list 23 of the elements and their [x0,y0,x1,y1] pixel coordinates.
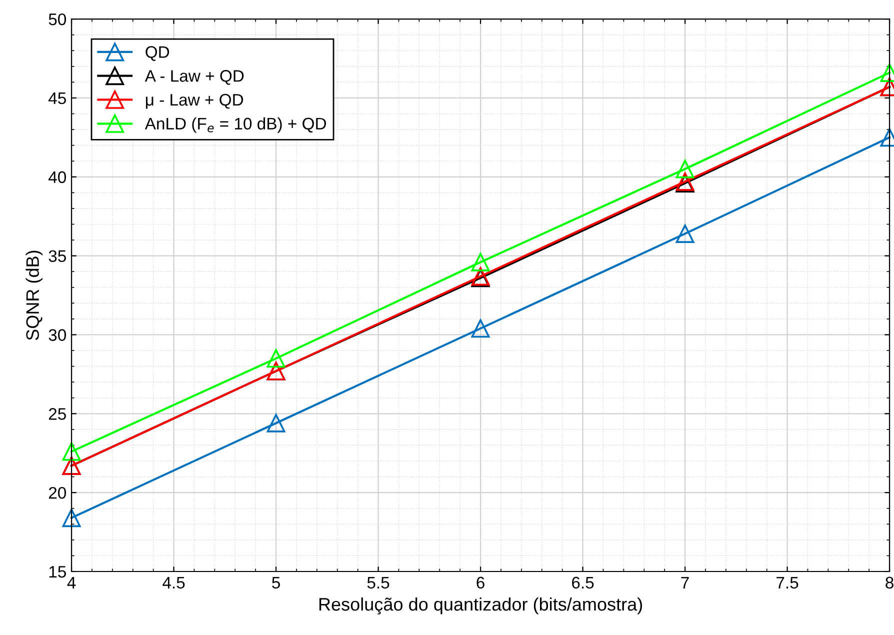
x-tick-label: 7 [681,576,689,588]
y-tick-label: 45 [48,92,66,104]
legend-label: A - Law + QD [144,70,244,85]
x-tick-label: 7.5 [776,576,798,589]
x-tick-label: 6 [476,576,484,589]
legend-label: AnLD (F$_{e}$ = 10 dB) + QD [144,117,326,133]
y-tick-label: 15 [49,566,66,578]
x-tick-label: 6.5 [572,576,594,589]
x-tick-label: 5.5 [367,576,390,589]
y-tick-label: 50 [48,13,66,26]
x-tick-label: 4 [67,576,76,588]
y-tick-label: 40 [48,171,66,184]
x-tick-label: 5 [272,576,280,589]
y-tick-label: 35 [48,250,66,262]
x-tick-label: 8 [886,576,894,589]
y-tick-label: 30 [48,329,66,341]
x-tick-label: 4.5 [162,576,185,589]
y-tick-label: 25 [48,408,66,420]
x-axis-title: Resolução do quantizador (bits/amostra) [319,597,642,614]
y-tick-label: 20 [48,486,66,499]
legend-label: μ - Law + QD [146,94,244,109]
legend-label: QD [146,46,170,61]
y-axis-title: SQNR (dB) [26,250,43,340]
